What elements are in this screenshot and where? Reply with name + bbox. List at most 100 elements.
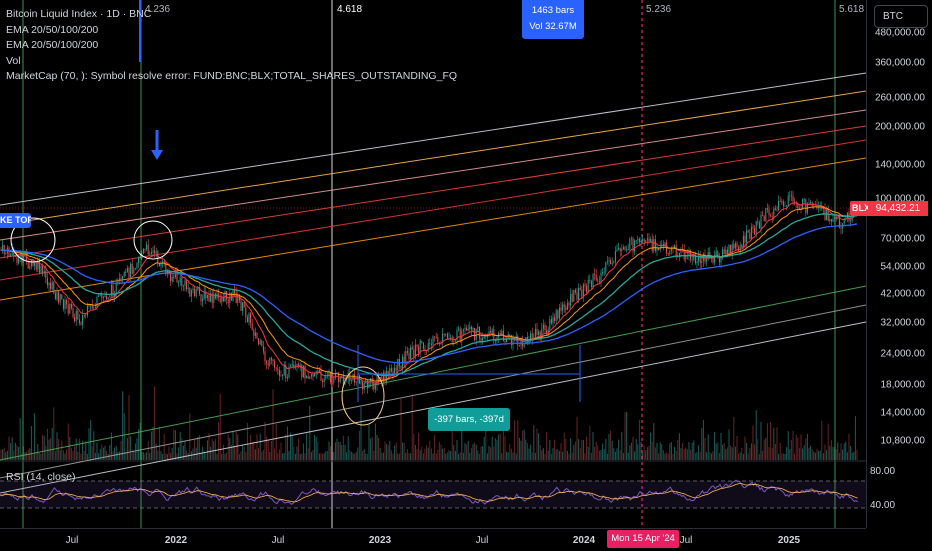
volume-bar <box>448 450 450 460</box>
candle-body <box>349 372 351 381</box>
symbol-button[interactable]: BTC <box>874 5 928 28</box>
rsi-ma-line <box>0 483 858 503</box>
volume-bar <box>182 445 184 460</box>
volume-bar <box>176 453 178 460</box>
trend-channel-lines <box>0 72 867 494</box>
volume-bar <box>208 433 210 460</box>
volume-bar <box>390 450 392 460</box>
volume-bar <box>366 453 368 460</box>
date-range-box[interactable]: -397 bars, -397d <box>428 408 510 431</box>
candle-body <box>306 376 308 379</box>
candle-body <box>670 247 672 251</box>
volume-bar <box>613 448 615 460</box>
candle-body <box>459 328 461 342</box>
volume-bar <box>355 452 357 460</box>
volume-bar <box>386 443 388 460</box>
candle-body <box>40 265 42 273</box>
price-axis[interactable]: 480,000.00 360,000.00 260,000.00 200,000.00… <box>866 0 932 528</box>
price-tick: 54,000.00 <box>880 261 926 273</box>
volume-bar <box>670 442 672 460</box>
candle-body <box>94 307 96 309</box>
price-tick: 14,000.00 <box>880 407 926 419</box>
candle-body <box>78 319 80 323</box>
legend-vol[interactable]: Vol <box>6 54 21 67</box>
rsi-legend[interactable]: RSI (14, close) <box>6 471 76 483</box>
volume-bar <box>376 434 378 460</box>
volume-bar <box>258 447 260 460</box>
volume-bar <box>283 452 285 460</box>
candle-body <box>651 239 653 251</box>
volume-bar <box>557 449 559 460</box>
candle-body <box>483 335 485 339</box>
legend-ema-2[interactable]: EMA 20/50/100/200 <box>6 39 99 51</box>
volume-bar <box>59 449 61 460</box>
candle-body <box>416 344 418 347</box>
candle-body <box>294 365 296 368</box>
volume-bar <box>654 447 656 460</box>
volume-bar <box>744 436 746 460</box>
candle-body <box>693 254 695 260</box>
time-tick: Jul <box>679 535 693 546</box>
volume-bar <box>814 452 816 460</box>
volume-bar <box>110 432 112 460</box>
current-price-tag: 94,432.21 <box>868 201 928 216</box>
candle-body <box>560 307 562 311</box>
candle-body <box>750 226 752 239</box>
candle-body <box>307 376 309 379</box>
time-tick: Jul <box>271 535 285 546</box>
volume-bar <box>70 448 72 460</box>
price-tick: 42,000.00 <box>880 288 926 300</box>
volume-bar <box>51 427 53 460</box>
volume-bar <box>795 434 797 460</box>
candle-body <box>618 248 620 250</box>
volume-bar <box>664 453 666 460</box>
candle-body <box>539 331 541 338</box>
volume-bar <box>541 450 543 460</box>
candle-body <box>766 208 768 210</box>
candle-body <box>13 248 15 257</box>
candle-body <box>725 249 727 255</box>
candle-body <box>59 294 61 303</box>
candle-body <box>312 374 314 377</box>
candle-body <box>62 299 64 310</box>
candle-body <box>234 289 236 293</box>
highlight-circle <box>341 366 385 426</box>
candle-body <box>736 243 738 248</box>
candle-body <box>699 255 701 263</box>
top-label[interactable]: KE TOP <box>0 213 31 228</box>
price-tick: 100,000.00 <box>874 193 925 205</box>
volume-bar <box>624 412 626 460</box>
candle-body <box>453 340 455 342</box>
volume-bar <box>24 452 26 460</box>
volume-bar <box>717 442 719 460</box>
candle-body <box>280 375 282 377</box>
candle-body <box>323 378 325 383</box>
volume-bar <box>150 431 152 460</box>
candle-body <box>547 329 549 335</box>
legend-title[interactable]: Bitcoin Liquid Index · 1D · BNC <box>6 8 152 20</box>
legend-marketcap[interactable]: MarketCap (70, ): Symbol resolve error: … <box>6 70 458 82</box>
candle-body <box>43 270 45 274</box>
candle-body <box>318 369 320 373</box>
candle-body <box>741 245 743 248</box>
volume-bar <box>579 447 581 460</box>
candle-body <box>277 368 279 370</box>
candle-body <box>74 317 76 322</box>
volume-bar <box>818 450 820 460</box>
candle-body <box>763 215 765 222</box>
volume-bar <box>408 452 410 460</box>
candle-body <box>339 376 341 382</box>
volume-bar <box>414 445 416 460</box>
volume-bar <box>475 444 477 460</box>
measure-info-box[interactable]: 1463 bars Vol 32.67M <box>522 0 584 39</box>
time-axis[interactable]: Jul 2022 Jul 2023 Jul 2024 Jul 2025 <box>0 528 866 551</box>
price-tick: 360,000.00 <box>874 57 925 69</box>
candle-body <box>56 291 58 300</box>
candle-body <box>482 338 484 341</box>
legend-ema-1[interactable]: EMA 20/50/100/200 <box>6 23 99 36</box>
candle-body <box>11 248 13 255</box>
volume-bar <box>389 440 391 460</box>
volume-bar <box>0 449 2 460</box>
volume-bar <box>123 413 125 460</box>
